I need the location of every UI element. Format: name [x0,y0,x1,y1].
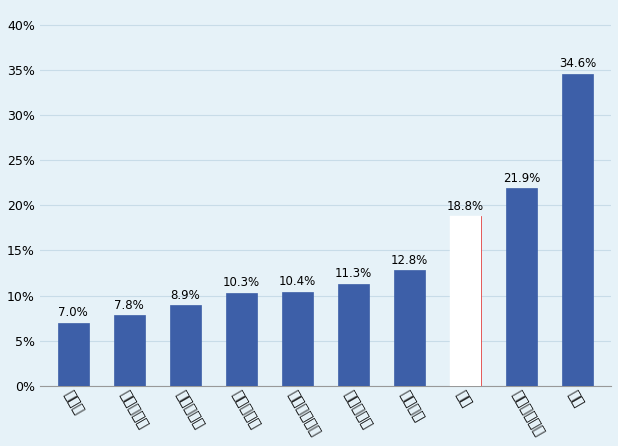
Text: 21.9%: 21.9% [502,172,540,185]
Bar [170,306,201,386]
Text: 8.9%: 8.9% [171,289,200,302]
Text: 7.8%: 7.8% [114,299,144,312]
Bar [450,216,481,386]
Bar [394,270,425,386]
Text: 7.0%: 7.0% [59,306,88,319]
Text: 18.8%: 18.8% [447,200,484,213]
Text: 11.3%: 11.3% [335,267,372,280]
Text: 34.6%: 34.6% [559,57,596,70]
Bar [226,293,256,386]
Bar [282,292,313,386]
Text: 10.3%: 10.3% [222,276,260,289]
Text: 12.8%: 12.8% [391,254,428,267]
Bar [338,284,369,386]
Bar [450,216,481,386]
Bar [562,74,593,386]
Bar [114,315,145,386]
Text: 10.4%: 10.4% [279,275,316,289]
Bar [58,322,89,386]
Bar [506,188,537,386]
